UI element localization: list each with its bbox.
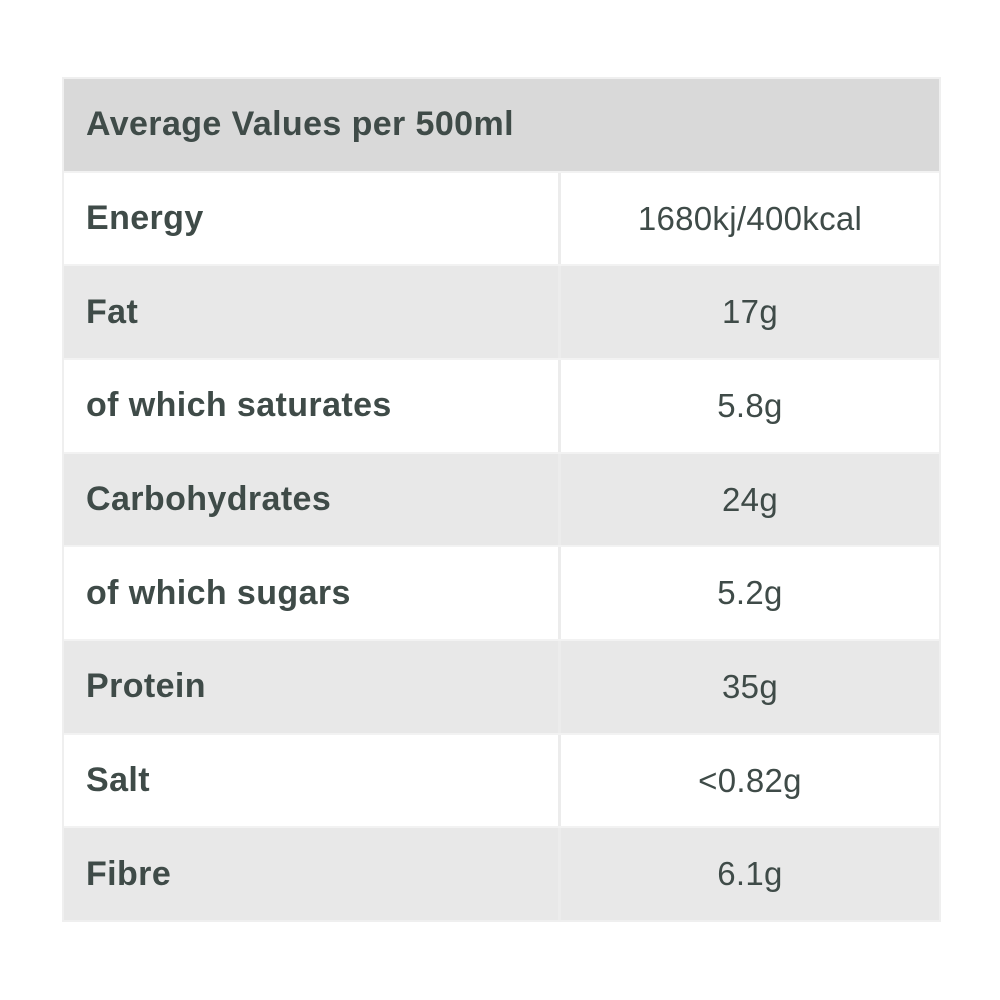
row-value: 5.8g bbox=[558, 360, 939, 452]
row-label: Protein bbox=[86, 667, 206, 706]
row-label: Energy bbox=[86, 199, 204, 237]
row-value: 24g bbox=[558, 453, 939, 546]
row-label: Carbohydrates bbox=[86, 480, 332, 519]
table-row: of which sugars 5.2g bbox=[64, 545, 939, 640]
row-label: Salt bbox=[86, 761, 150, 800]
row-value: 35g bbox=[558, 641, 939, 733]
table-row: Salt <0.82g bbox=[64, 732, 939, 827]
row-label: of which saturates bbox=[86, 386, 392, 425]
row-value: <0.82g bbox=[558, 734, 939, 827]
table-row: Fat 17g bbox=[64, 264, 939, 359]
row-value: 1680kj/400kcal bbox=[558, 172, 939, 265]
nutrition-facts-table: Average Values per 500ml Energy 1680kj/4… bbox=[62, 77, 941, 922]
table-row: of which saturates 5.8g bbox=[64, 358, 939, 452]
table-row: Protein 35g bbox=[64, 639, 939, 733]
row-value: 17g bbox=[558, 266, 939, 359]
row-label: of which sugars bbox=[86, 573, 351, 612]
table-title: Average Values per 500ml bbox=[86, 105, 514, 144]
row-label: Fibre bbox=[86, 854, 172, 893]
table-row: Energy 1680kj/400kcal bbox=[64, 170, 939, 265]
row-label: Fat bbox=[86, 292, 139, 331]
table-header: Average Values per 500ml bbox=[64, 79, 939, 171]
row-value: 6.1g bbox=[558, 828, 939, 921]
row-value: 5.2g bbox=[558, 547, 939, 640]
table-row: Carbohydrates 24g bbox=[64, 451, 939, 546]
table-row: Fibre 6.1g bbox=[64, 826, 939, 921]
